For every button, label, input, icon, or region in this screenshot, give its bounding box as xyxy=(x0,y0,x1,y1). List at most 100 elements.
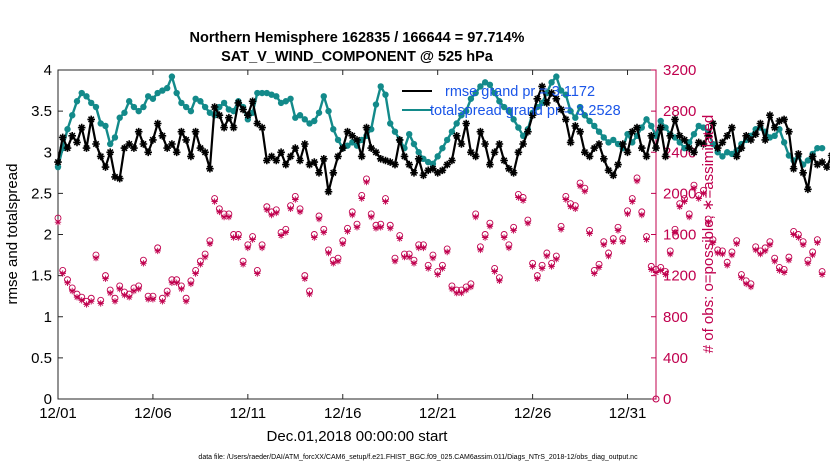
obs-assimilated-point xyxy=(510,227,517,234)
rmse-point xyxy=(448,156,456,165)
totalspread-point xyxy=(662,124,669,131)
rmse-point xyxy=(633,123,641,132)
rmse-point xyxy=(172,148,181,157)
y-right-tick-label: 2000 xyxy=(663,185,696,202)
rmse-point xyxy=(467,148,475,157)
totalspread-point xyxy=(140,103,147,111)
rmse-point xyxy=(405,160,413,169)
totalspread-point xyxy=(78,89,85,97)
rmse-point xyxy=(614,160,622,169)
obs-assimilated-point xyxy=(709,239,717,246)
obs-assimilated-point xyxy=(111,298,119,305)
rmse-point xyxy=(414,155,423,163)
totalspread-point xyxy=(510,116,517,123)
obs-assimilated-point xyxy=(762,247,769,255)
totalspread-point xyxy=(624,130,631,138)
obs-assimilated-point xyxy=(145,296,152,303)
rmse-point xyxy=(419,171,428,180)
obs-assimilated-point xyxy=(149,296,157,303)
chart-title-line2: SAT_V_WIND_COMPONENT @ 525 hPa xyxy=(221,49,494,65)
rmse-point xyxy=(301,140,309,148)
obs-assimilated-point xyxy=(633,177,641,185)
y-left-tick-label: 0.5 xyxy=(31,350,52,367)
obs-assimilated-point xyxy=(363,178,370,186)
totalspread-point xyxy=(462,107,470,115)
obs-assimilated-point xyxy=(643,236,650,243)
legend-entry-rmse: rmse grand pr = 3.1172 xyxy=(445,84,595,100)
rmse-point xyxy=(73,138,81,147)
obs-assimilated-point xyxy=(486,223,494,230)
totalspread-point xyxy=(121,109,128,116)
rmse-point xyxy=(391,160,399,169)
totalspread-point xyxy=(287,95,294,102)
rmse-point xyxy=(519,140,527,148)
totalspread-point xyxy=(216,103,223,111)
rmse-point xyxy=(206,164,214,173)
obs-assimilated-point xyxy=(325,249,332,257)
totalspread-point xyxy=(107,140,114,148)
totalspread-point xyxy=(254,89,261,97)
obs-assimilated-point xyxy=(695,195,702,202)
obs-assimilated-point xyxy=(263,206,270,213)
y-right-tick-label: 0 xyxy=(663,391,671,408)
totalspread-point xyxy=(581,112,589,119)
totalspread-point xyxy=(320,93,327,100)
totalspread-point xyxy=(648,122,655,130)
obs-assimilated-point xyxy=(818,271,826,278)
obs-assimilated-point xyxy=(576,183,584,190)
totalspread-point xyxy=(785,152,793,159)
totalspread-point xyxy=(83,93,90,100)
rmse-point xyxy=(343,127,352,136)
obs-assimilated-point xyxy=(121,292,128,299)
totalspread-point xyxy=(92,103,100,111)
obs-assimilated-point xyxy=(368,213,375,221)
obs-assimilated-point xyxy=(420,244,427,252)
x-tick-label: 12/31 xyxy=(609,405,647,422)
obs-assimilated-point xyxy=(425,265,432,272)
totalspread-point xyxy=(197,98,204,105)
rmse-point xyxy=(538,82,546,91)
totalspread-point xyxy=(709,140,717,148)
obs-assimilated-point xyxy=(752,246,759,254)
obs-assimilated-point xyxy=(444,248,451,256)
rmse-point xyxy=(324,187,333,196)
totalspread-point xyxy=(780,139,788,146)
obs-assimilated-point xyxy=(505,244,513,252)
rmse-point xyxy=(111,173,119,181)
rmse-point xyxy=(471,152,480,161)
totalspread-point xyxy=(311,117,318,125)
y-left-tick-label: 2.5 xyxy=(31,185,52,202)
totalspread-point xyxy=(230,107,237,115)
rmse-point xyxy=(694,138,703,147)
rmse-point xyxy=(334,152,342,161)
rmse-point xyxy=(481,140,489,148)
y-right-tick-label: 400 xyxy=(663,350,688,367)
rmse-point xyxy=(732,152,741,161)
rmse-point xyxy=(395,136,404,144)
totalspread-point xyxy=(73,98,81,105)
totalspread-point xyxy=(168,73,176,80)
obs-assimilated-point xyxy=(662,271,669,278)
obs-assimilated-point xyxy=(491,268,498,275)
rmse-point xyxy=(671,115,679,124)
right-axis-zero-marker xyxy=(652,395,660,403)
obs-assimilated-point xyxy=(595,264,603,271)
rmse-point xyxy=(158,132,167,140)
obs-assimilated-point xyxy=(657,267,664,274)
rmse-point xyxy=(652,144,660,152)
totalspread-point xyxy=(681,144,688,152)
obs-assimilated-point xyxy=(771,258,778,265)
obs-assimilated-point xyxy=(377,224,384,231)
rmse-point xyxy=(253,119,262,128)
rmse-point xyxy=(357,152,366,161)
rmse-point xyxy=(486,160,494,169)
rmse-point xyxy=(609,171,618,180)
totalspread-point xyxy=(325,107,332,115)
rmse-point xyxy=(709,119,717,128)
totalspread-point xyxy=(116,114,123,121)
totalspread-point xyxy=(178,99,185,107)
rmse-point xyxy=(296,156,304,165)
rmse-point xyxy=(751,130,760,138)
rmse-point xyxy=(675,132,684,140)
